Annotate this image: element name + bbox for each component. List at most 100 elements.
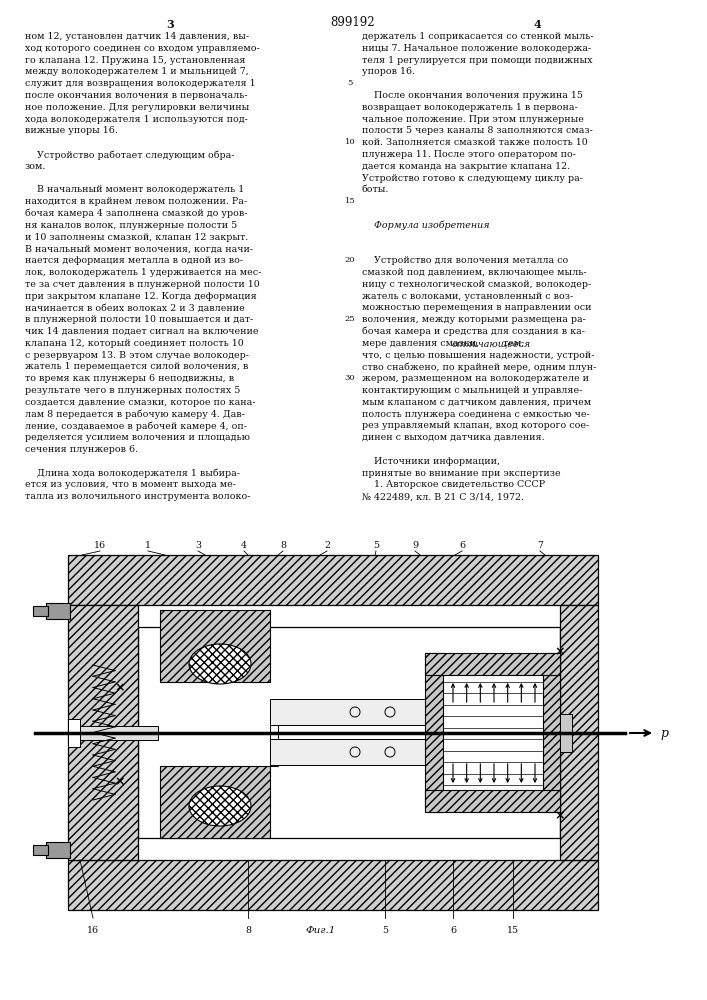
- Text: принятые во внимание при экспертизе: принятые во внимание при экспертизе: [362, 469, 561, 478]
- Text: 25: 25: [345, 315, 356, 323]
- Text: ход которого соединен со входом управляемо-: ход которого соединен со входом управляе…: [25, 44, 259, 53]
- Bar: [68, 726, 158, 740]
- Text: ×: ×: [555, 810, 566, 822]
- Text: упоров 16.: упоров 16.: [362, 67, 415, 76]
- Text: После окончания волочения пружина 15: После окончания волочения пружина 15: [362, 91, 583, 100]
- Text: 7: 7: [537, 541, 543, 550]
- Text: бочая камера 4 заполнена смазкой до уров-: бочая камера 4 заполнена смазкой до уров…: [25, 209, 247, 219]
- Text: 4: 4: [241, 541, 247, 550]
- Text: вижные упоры 16.: вижные упоры 16.: [25, 126, 118, 135]
- Text: В начальный момент волокодержатель 1: В начальный момент волокодержатель 1: [25, 185, 244, 194]
- Text: служит для возвращения волокодержателя 1: служит для возвращения волокодержателя 1: [25, 79, 256, 88]
- Text: полости 5 через каналы 8 заполняются смаз-: полости 5 через каналы 8 заполняются сма…: [362, 126, 593, 135]
- Text: ется из условия, что в момент выхода ме-: ется из условия, что в момент выхода ме-: [25, 480, 236, 489]
- Text: 8: 8: [280, 541, 286, 550]
- Bar: [270, 699, 425, 725]
- Text: 1: 1: [145, 541, 151, 550]
- Text: 20: 20: [345, 256, 355, 264]
- Bar: [560, 605, 598, 860]
- Text: 3: 3: [195, 541, 201, 550]
- Text: клапана 12, который соединяет полость 10: клапана 12, который соединяет полость 10: [25, 339, 244, 348]
- Text: 6: 6: [450, 926, 456, 935]
- Bar: [138, 627, 560, 838]
- Text: 5: 5: [382, 926, 388, 935]
- Text: 8: 8: [245, 926, 251, 935]
- Bar: [425, 653, 443, 812]
- Text: находится в крайнем левом положении. Ра-: находится в крайнем левом положении. Ра-: [25, 197, 247, 206]
- Text: 3: 3: [166, 19, 174, 30]
- Text: создается давление смазки, которое по кана-: создается давление смазки, которое по ка…: [25, 398, 255, 407]
- Text: Фиг.1: Фиг.1: [305, 926, 335, 935]
- Bar: [46, 603, 70, 619]
- Text: р: р: [660, 726, 668, 740]
- Text: 15: 15: [507, 926, 519, 935]
- Text: то время как плунжеры 6 неподвижны, в: то время как плунжеры 6 неподвижны, в: [25, 374, 234, 383]
- Bar: [68, 555, 598, 605]
- Text: ницы 7. Начальное положение волокодержа-: ницы 7. Начальное положение волокодержа-: [362, 44, 591, 53]
- Text: динен с выходом датчика давления.: динен с выходом датчика давления.: [362, 433, 544, 442]
- Text: ное положение. Для регулировки величины: ное положение. Для регулировки величины: [25, 103, 250, 112]
- Text: мере давления смазки,: мере давления смазки,: [362, 339, 482, 348]
- Text: бочая камера и средства для создания в ка-: бочая камера и средства для создания в к…: [362, 327, 585, 336]
- Text: возвращает волокодержатель 1 в первона-: возвращает волокодержатель 1 в первона-: [362, 103, 578, 112]
- Bar: [68, 860, 598, 910]
- Text: ном 12, установлен датчик 14 давления, вы-: ном 12, установлен датчик 14 давления, в…: [25, 32, 249, 41]
- Text: ницу с технологической смазкой, волокодер-: ницу с технологической смазкой, волокоде…: [362, 280, 591, 289]
- Bar: [160, 610, 270, 682]
- Text: ×: ×: [115, 682, 125, 694]
- Text: 10: 10: [345, 138, 356, 146]
- Text: Устройство для волочения металла со: Устройство для волочения металла со: [362, 256, 568, 265]
- Bar: [46, 842, 70, 858]
- Text: что, с целью повышения надежности, устрой-: что, с целью повышения надежности, устро…: [362, 351, 595, 360]
- Bar: [270, 739, 425, 765]
- Bar: [543, 653, 560, 812]
- Text: кой. Заполняется смазкой также полость 10: кой. Заполняется смазкой также полость 1…: [362, 138, 588, 147]
- Text: те за счет давления в плунжерной полости 10: те за счет давления в плунжерной полости…: [25, 280, 259, 289]
- Text: зом.: зом.: [25, 162, 47, 171]
- Text: волочения, между которыми размещена ра-: волочения, между которыми размещена ра-: [362, 315, 586, 324]
- Text: 5: 5: [347, 79, 353, 87]
- Text: Устройство работает следующим обра-: Устройство работает следующим обра-: [25, 150, 235, 159]
- Text: го клапана 12. Пружина 15, установленная: го клапана 12. Пружина 15, установленная: [25, 56, 245, 65]
- Text: лок, волокодержатель 1 удерживается на мес-: лок, волокодержатель 1 удерживается на м…: [25, 268, 262, 277]
- Bar: [33, 606, 48, 616]
- Text: 899192: 899192: [331, 16, 375, 29]
- Ellipse shape: [189, 786, 251, 826]
- Text: дается команда на закрытие клапана 12.: дается команда на закрытие клапана 12.: [362, 162, 570, 171]
- Text: и 10 заполнены смазкой, клапан 12 закрыт.: и 10 заполнены смазкой, клапан 12 закрыт…: [25, 233, 248, 242]
- Text: 16: 16: [94, 541, 106, 550]
- Text: 16: 16: [87, 926, 99, 935]
- Text: лам 8 передается в рабочую камеру 4. Дав-: лам 8 передается в рабочую камеру 4. Дав…: [25, 410, 245, 419]
- Text: результате чего в плунжерных полостях 5: результате чего в плунжерных полостях 5: [25, 386, 240, 395]
- Bar: [270, 700, 278, 766]
- Text: ределяется усилием волочения и площадью: ределяется усилием волочения и площадью: [25, 433, 250, 442]
- Text: полость плунжера соединена с емкостью че-: полость плунжера соединена с емкостью че…: [362, 410, 590, 419]
- Text: жатель с волоками, установленный с воз-: жатель с волоками, установленный с воз-: [362, 292, 573, 301]
- Text: чальное положение. При этом плунжерные: чальное положение. При этом плунжерные: [362, 115, 584, 124]
- Text: ство снабжено, по крайней мере, одним плун-: ство снабжено, по крайней мере, одним пл…: [362, 362, 597, 372]
- Text: сечения плунжеров 6.: сечения плунжеров 6.: [25, 445, 138, 454]
- Text: ление, создаваемое в рабочей камере 4, оп-: ление, создаваемое в рабочей камере 4, о…: [25, 421, 247, 431]
- Text: 5: 5: [373, 541, 379, 550]
- Text: 30: 30: [345, 374, 356, 382]
- Bar: [560, 714, 572, 752]
- Text: ×: ×: [555, 646, 566, 658]
- Text: жером, размещенном на волокодержателе и: жером, размещенном на волокодержателе и: [362, 374, 589, 383]
- Text: талла из волочильного инструмента волоко-: талла из волочильного инструмента волоко…: [25, 492, 250, 501]
- Text: отличающееся: отличающееся: [451, 339, 530, 348]
- Text: тем,: тем,: [500, 339, 524, 348]
- Bar: [443, 675, 543, 790]
- Text: 9: 9: [412, 541, 418, 550]
- Text: можностью перемещения в направлении оси: можностью перемещения в направлении оси: [362, 303, 592, 312]
- Text: смазкой под давлением, включающее мыль-: смазкой под давлением, включающее мыль-: [362, 268, 587, 277]
- Bar: [425, 653, 560, 675]
- Text: плунжера 11. После этого оператором по-: плунжера 11. После этого оператором по-: [362, 150, 576, 159]
- Text: между волокодержателем 1 и мыльницей 7,: между волокодержателем 1 и мыльницей 7,: [25, 67, 249, 76]
- Bar: [425, 790, 560, 812]
- Text: после окончания волочения в первоначаль-: после окончания волочения в первоначаль-: [25, 91, 247, 100]
- Ellipse shape: [189, 644, 251, 684]
- Bar: [68, 719, 80, 747]
- Text: рез управляемый клапан, вход которого сое-: рез управляемый клапан, вход которого со…: [362, 421, 589, 430]
- Text: жатель 1 перемещается силой волочения, в: жатель 1 перемещается силой волочения, в: [25, 362, 248, 371]
- Text: контактирующим с мыльницей и управляе-: контактирующим с мыльницей и управляе-: [362, 386, 583, 395]
